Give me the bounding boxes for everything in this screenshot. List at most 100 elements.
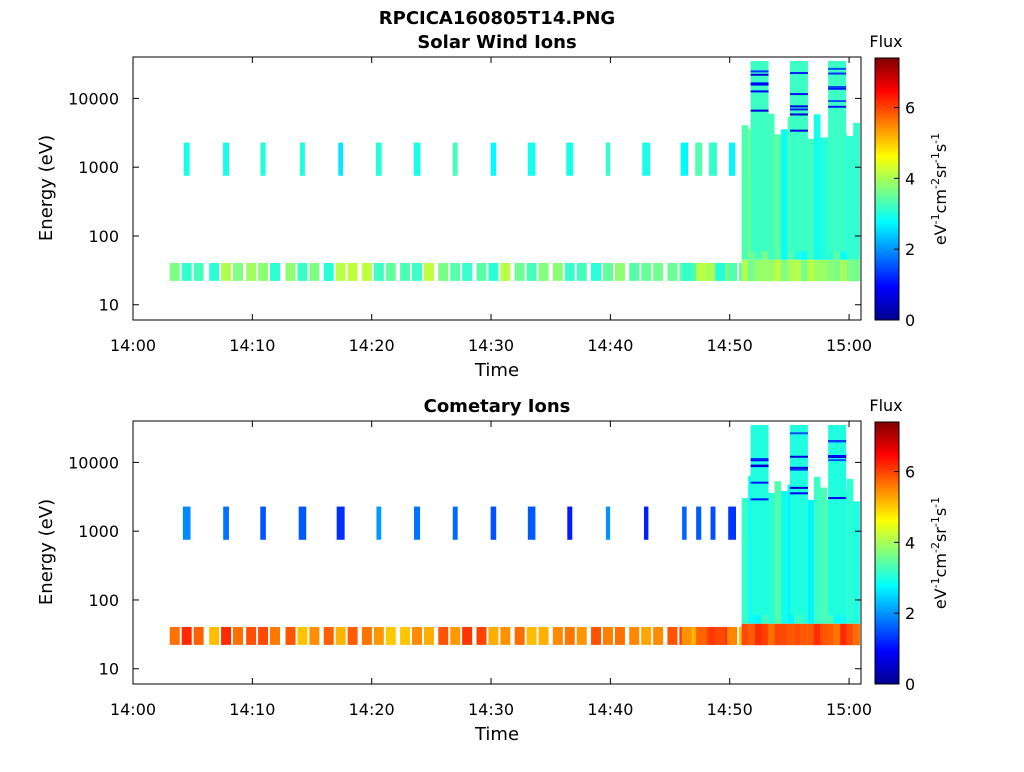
- figure-title: RPCICA160805T14.PNG: [379, 8, 615, 29]
- low-energy-cell: [423, 262, 434, 281]
- x-tick-label: 14:40: [587, 336, 633, 355]
- continuous-cell: [781, 129, 788, 260]
- colorbar-tick-label: 0: [905, 675, 915, 694]
- continuous-cell: [846, 478, 854, 624]
- colorbar-gradient-solar-wind: [874, 57, 900, 321]
- low-energy-cell: [614, 262, 625, 281]
- column-stripe: [828, 72, 847, 75]
- kev-burst-cell: [695, 142, 703, 176]
- kev-burst-cell: [452, 142, 458, 176]
- x-tick-label: 15:00: [826, 336, 872, 355]
- column-stripe: [828, 86, 847, 89]
- low-energy-cell: [450, 262, 461, 281]
- low-energy-cell: [708, 262, 719, 281]
- low-energy-cell: [233, 262, 244, 281]
- y-tick-label: 10000: [68, 453, 119, 472]
- continuous-low-cell: [820, 259, 828, 282]
- low-energy-cell: [373, 262, 384, 281]
- kev-burst-cell: [183, 142, 190, 176]
- x-tick-label: 14:30: [468, 336, 514, 355]
- low-energy-cell: [193, 626, 204, 645]
- low-energy-cell: [715, 626, 726, 645]
- continuous-low-cell: [787, 259, 795, 282]
- low-energy-cell: [221, 262, 232, 281]
- low-energy-cell: [476, 262, 487, 281]
- colorbar-tick-label: 2: [905, 604, 915, 623]
- column-stripe: [828, 67, 847, 70]
- continuous-low-cell: [748, 623, 755, 646]
- low-energy-cell: [323, 626, 334, 645]
- low-energy-cell: [297, 262, 308, 281]
- low-energy-cell: [361, 626, 372, 645]
- low-energy-cell: [233, 626, 244, 645]
- continuous-cell: [741, 125, 749, 260]
- continuous-cell: [813, 476, 821, 624]
- x-axis-cometary: 14:00 14:10 14:20 14:30 14:40 14:50 15:00: [110, 421, 872, 719]
- x-tick-label: 14:40: [587, 700, 633, 719]
- column-stripe: [750, 82, 769, 85]
- low-energy-cell: [309, 262, 320, 281]
- continuous-low-cell: [761, 623, 769, 646]
- low-energy-cell: [193, 262, 204, 281]
- low-energy-cell: [297, 626, 308, 645]
- low-energy-cell: [285, 262, 296, 281]
- low-energy-cell: [576, 262, 587, 281]
- kev-burst-cell: [527, 506, 536, 540]
- kev-burst-cell: [696, 506, 702, 540]
- colorbar-tick-label: 4: [905, 169, 915, 188]
- kev-burst-cell: [338, 142, 344, 176]
- panel-cometary: Cometary Ions 14:00 14:10 14:20 14:30 14:40 1…: [36, 396, 872, 745]
- colorbar-label-cometary: Flux: [869, 396, 902, 415]
- continuous-low-cell: [853, 623, 860, 646]
- kev-burst-cell: [223, 506, 229, 540]
- kev-burst-cell: [223, 142, 230, 176]
- low-energy-cell: [462, 626, 473, 645]
- y-axis-label-solar-wind: Energy (eV): [36, 135, 57, 241]
- continuous-low-cell: [826, 623, 834, 646]
- low-energy-cell: [602, 262, 613, 281]
- x-tick-label: 15:00: [826, 700, 872, 719]
- low-energy-cell: [641, 262, 652, 281]
- continuous-low-cell: [741, 259, 749, 282]
- low-energy-cell: [500, 262, 511, 281]
- column-stripe: [828, 87, 847, 90]
- low-energy-cell: [412, 626, 423, 645]
- low-energy-cell: [629, 626, 640, 645]
- x-tick-label: 14:00: [110, 336, 156, 355]
- low-energy-cell: [667, 626, 678, 645]
- continuous-cell: [807, 138, 814, 260]
- continuous-cell: [774, 481, 782, 624]
- continuous-low-cell: [846, 623, 854, 646]
- kev-burst-cell: [452, 506, 458, 540]
- continuous-low-cell: [774, 623, 782, 646]
- continuous-low-cell: [800, 259, 808, 282]
- kev-burst-cell: [567, 506, 573, 540]
- continuous-low-cell: [833, 259, 841, 282]
- column-stripe: [750, 70, 769, 73]
- continuous-low-cell: [813, 259, 821, 282]
- kev-burst-cell: [680, 142, 689, 176]
- low-energy-cell: [708, 626, 719, 645]
- kev-burst-cell: [260, 142, 266, 176]
- low-energy-cell: [181, 626, 192, 645]
- low-energy-cell: [385, 626, 396, 645]
- y-tick-label: 100: [88, 227, 119, 246]
- y-axis-cometary: 10 100 1000 10000: [68, 453, 861, 679]
- panel-title-solar-wind: Solar Wind Ions: [417, 32, 576, 53]
- continuous-cell: [853, 501, 860, 624]
- kev-burst-cell: [413, 142, 421, 176]
- continuous-cell: [807, 499, 814, 624]
- y-axis-solar-wind: 10 100 1000 10000: [68, 89, 861, 315]
- low-energy-cell: [309, 626, 320, 645]
- low-energy-cell: [538, 626, 549, 645]
- column-stripe: [789, 492, 808, 495]
- x-tick-label: 14:20: [349, 336, 395, 355]
- continuous-cell: [767, 113, 775, 260]
- low-energy-cell: [258, 262, 269, 281]
- column-stripe: [828, 455, 847, 458]
- low-energy-cell: [526, 262, 537, 281]
- low-energy-cell: [270, 626, 281, 645]
- continuous-low-cell: [748, 259, 755, 282]
- continuous-low-cell: [754, 623, 762, 646]
